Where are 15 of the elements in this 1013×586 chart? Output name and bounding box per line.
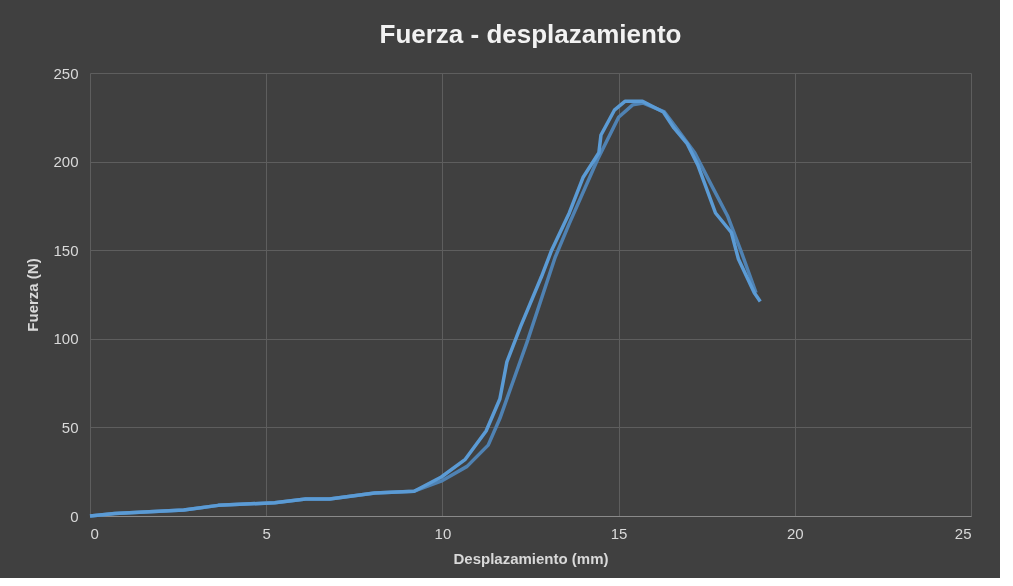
y-tick-label: 150: [53, 241, 79, 259]
y-axis-title: Fuerza (N): [24, 258, 42, 332]
x-tick-label: 0: [90, 524, 99, 542]
x-tick-label: 10: [434, 524, 452, 542]
y-tick-label: 100: [53, 330, 79, 348]
y-tick-label: 0: [70, 507, 79, 525]
x-axis-title: Desplazamiento (mm): [453, 549, 609, 567]
x-tick-label: 20: [786, 524, 804, 542]
y-tick-label: 50: [61, 418, 79, 436]
y-tick-label: 200: [53, 153, 79, 171]
x-tick-label: 25: [954, 524, 972, 542]
chart-title: Fuerza - desplazamiento: [379, 19, 682, 49]
x-tick-label: 15: [610, 524, 628, 542]
x-tick-label: 5: [262, 524, 271, 542]
y-tick-label: 250: [53, 64, 79, 82]
